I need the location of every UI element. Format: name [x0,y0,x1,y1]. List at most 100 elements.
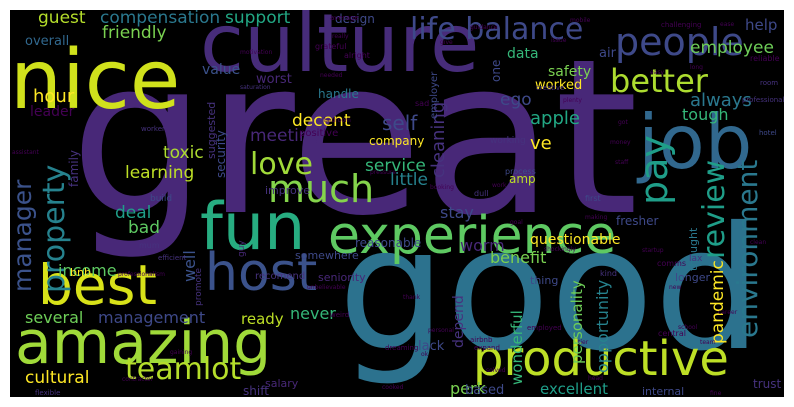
word-best: best [38,253,157,317]
word-people: people [615,20,744,64]
word-overall: overall [25,34,70,49]
word-cultural: cultural [25,368,90,388]
word-job: job [638,98,753,186]
word-clean: clean [750,239,767,246]
word-income: income [58,261,117,280]
word-new: new [669,284,682,291]
word-positive: positive [299,128,339,139]
word-depend: depend [451,295,467,348]
word-self: self [382,111,418,135]
word-cloud: great good culture nice job fun experience host… [10,10,784,397]
word-professionalism: professionalism [118,271,165,278]
word-ve: ve [530,133,552,154]
word-stay: stay [440,203,474,222]
word-lack: lack [418,339,445,354]
word-plenty: plenty [563,97,582,104]
word-head: head [588,375,603,382]
word-better: better [610,62,708,100]
word-really: really [332,33,349,40]
word-professional: professional [742,96,784,104]
word-mobile: mobile [570,17,591,24]
word-fine: fine [710,390,722,397]
word-bnb: bnb [70,266,91,279]
word-one: one [489,59,503,82]
word-recomend: recomend [255,271,306,282]
word-salary: salary [265,377,299,390]
word-thought: thought [687,227,700,271]
word-work: work [492,182,507,189]
word-guidance: guidance [470,24,498,31]
word-alright: alright [344,51,370,60]
word-easy: easy [650,69,665,76]
word-service: service [365,156,426,176]
word-cooked: cooked [382,384,404,391]
word-value: value [202,62,241,78]
word-mum: mum [139,241,160,250]
word-unbelievable: unbelievable [307,284,346,291]
word-motivation: motivation [240,49,273,56]
word-creative: creative [536,84,565,92]
word-compensation: compensation [100,10,221,28]
word-bad: bad [128,218,160,238]
word-employer: employer [429,71,440,119]
word-worm: worm [460,236,505,255]
word-saturation: saturation [240,84,271,91]
word-deal: deal [115,203,152,223]
word-shift: shift [243,384,269,397]
word-help: help [745,16,778,34]
word-benefit: benefit [490,248,547,267]
word-money: money [610,139,631,146]
word-never: never [290,304,336,323]
word-seniority: seniority [318,271,366,284]
word-tough: tough [682,105,729,124]
word-contractor: contractor [122,376,154,383]
word-company: company [369,134,425,148]
word-fresher: fresher [616,214,659,228]
word-guy: guy [237,240,247,257]
word-family: family [67,149,81,187]
word-efficient: efficient [158,254,187,262]
word-working: working [490,136,526,146]
word-culture: culture [200,10,480,90]
word-amazing: amazing [15,308,272,378]
word-wonderful: wonderful [508,310,526,385]
word-long: long [690,64,703,71]
word-internal: internal [642,385,685,397]
word-great: great [70,12,639,263]
word-personality: personality [568,280,586,364]
word-hotel: hotel [759,129,777,137]
word-reliable: reliable [750,54,780,63]
word-love: love [250,147,313,182]
word-learning: learning [125,163,195,183]
word-assistant: assistant [12,149,39,156]
word-bedroom: bedroom [324,117,351,124]
word-handle: handle [318,87,359,101]
word-process: process [505,167,536,176]
word-much: much [268,167,375,211]
word-central: central [658,329,686,338]
word-flexible: flexible [35,389,61,397]
word-career: career [718,309,738,316]
word-apple: apple [530,108,580,129]
word-reasonable: reasonable [355,236,422,250]
word-several: several [25,308,84,327]
word-grateful: grateful [315,42,347,51]
word-good: good [338,191,762,389]
word-dreaming: dreaming [385,344,419,352]
word-employed: employed [527,324,562,332]
word-pay: pay [632,135,676,205]
word-lax: lax [689,254,703,264]
word-solved: solved [486,367,506,374]
word-weird: weird [330,311,350,319]
word-got: got [618,119,628,126]
word-tier: tier [578,339,589,346]
word-amp: amp [509,172,536,186]
word-toxic: toxic [163,143,204,163]
word-issue: issue [551,37,567,44]
word-leader: leader [30,104,75,120]
word-school: school [678,324,698,331]
word-comms: comms [657,259,687,268]
word-goal: goal [510,219,523,226]
word-pressure: pressure [370,169,396,176]
word-always: always [690,90,752,111]
